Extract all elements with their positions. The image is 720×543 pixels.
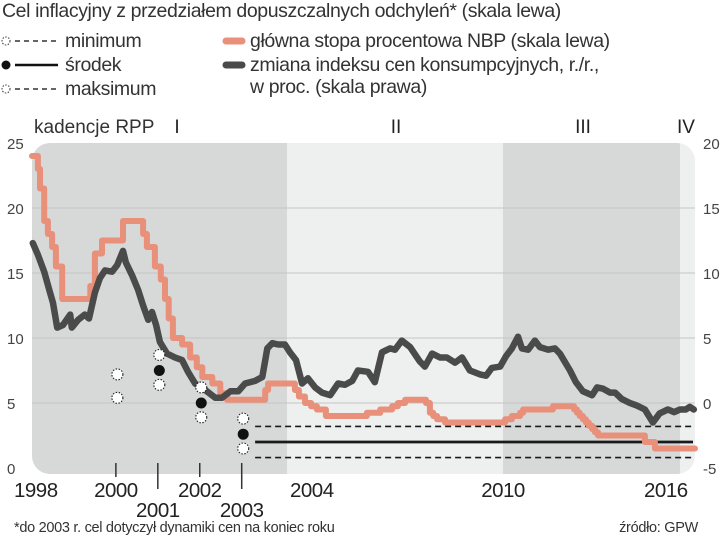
x-tick-label: 2000 <box>94 479 138 502</box>
source-label: źródło: GPW <box>619 520 698 536</box>
annual-target-dots <box>111 348 250 455</box>
x-tick-label: 2016 <box>644 479 688 502</box>
series-lines <box>29 153 698 452</box>
right-tick-label: 10 <box>703 266 720 283</box>
footnote: *do 2003 r. cel dotyczył dynamiki cen na… <box>14 520 335 536</box>
left-tick-label: 25 <box>7 136 24 153</box>
left-tick-label: 20 <box>7 201 24 218</box>
legend-cpi-label-line2: w proc. (skala prawa) <box>250 76 427 98</box>
legend-maximum-label: maksimum <box>65 78 157 100</box>
x-tick-label: 2003 <box>220 499 264 520</box>
target-min-dot <box>153 378 166 391</box>
cpi-swatch-icon <box>222 61 246 69</box>
target-max-dot <box>237 412 250 425</box>
x-tick-label: 2010 <box>481 479 525 502</box>
period-label-II: II <box>391 117 402 138</box>
period-band-IV <box>680 143 695 474</box>
rate-swatch-icon <box>222 37 246 45</box>
left-tick-label: 15 <box>7 266 24 283</box>
period-label-I: I <box>174 117 179 138</box>
periods-label: kadencje RPP <box>34 117 154 138</box>
x-tick-label: 1998 <box>14 479 58 502</box>
legend-maximum-symbol <box>1 84 58 94</box>
legend-minimum-label: minimum <box>65 30 142 52</box>
right-tick-label: 0 <box>703 396 711 413</box>
target-max-dot <box>195 381 208 394</box>
period-band-I <box>32 143 287 474</box>
target-max-dot <box>153 348 166 361</box>
period-label-III: III <box>575 117 591 138</box>
inflation-targets <box>255 425 693 459</box>
filled-dot-icon <box>1 60 11 70</box>
hollow-dot-icon <box>1 84 11 94</box>
x-tick-label: 2002 <box>178 479 222 502</box>
legend: Cel inflacyjny z przedziałem dopuszczaln… <box>0 0 720 110</box>
rate-line <box>29 153 698 452</box>
legend-mid-symbol <box>1 60 58 70</box>
legend-minimum-symbol <box>1 36 58 46</box>
cpi-line <box>29 239 698 426</box>
right-tick-label: -5 <box>703 461 716 478</box>
target-mid-dot <box>153 365 165 376</box>
target-min-dot <box>195 411 208 424</box>
target-mid-dot <box>195 397 207 409</box>
right-tick-label: 5 <box>703 331 711 348</box>
right-tick-label: 20 <box>703 136 720 153</box>
left-tick-label: 10 <box>7 331 24 348</box>
period-labels: kadencje RPP I II III IV <box>34 117 695 138</box>
target-mid-dot <box>237 428 249 440</box>
left-axis: 0 5 10 15 20 25 <box>7 136 24 478</box>
left-tick-label: 0 <box>7 461 15 478</box>
right-axis: -5 0 5 10 15 20 <box>703 136 720 478</box>
period-bands <box>32 143 695 474</box>
x-tick-label: 2001 <box>136 499 180 520</box>
target-min-dot <box>111 391 124 404</box>
period-band-II <box>287 143 503 474</box>
left-tick-label: 5 <box>7 396 15 413</box>
legend-mid-label: środek <box>65 54 122 76</box>
legend-cpi-label-line1: zmiana indeksu cen konsumpcyjnych, r./r.… <box>250 54 599 76</box>
x-tick-label: 2004 <box>290 479 334 502</box>
chart-title: Cel inflacyjny z przedziałem dopuszczaln… <box>2 0 561 22</box>
right-tick-label: 15 <box>703 201 720 218</box>
target-max-dot <box>111 368 124 381</box>
legend-rate-label: główna stopa procentowa NBP (skala lewa) <box>250 30 610 52</box>
hollow-dot-icon <box>1 36 11 46</box>
gridlines <box>32 207 695 404</box>
target-min-dot <box>237 442 250 455</box>
period-label-IV: IV <box>677 117 695 138</box>
